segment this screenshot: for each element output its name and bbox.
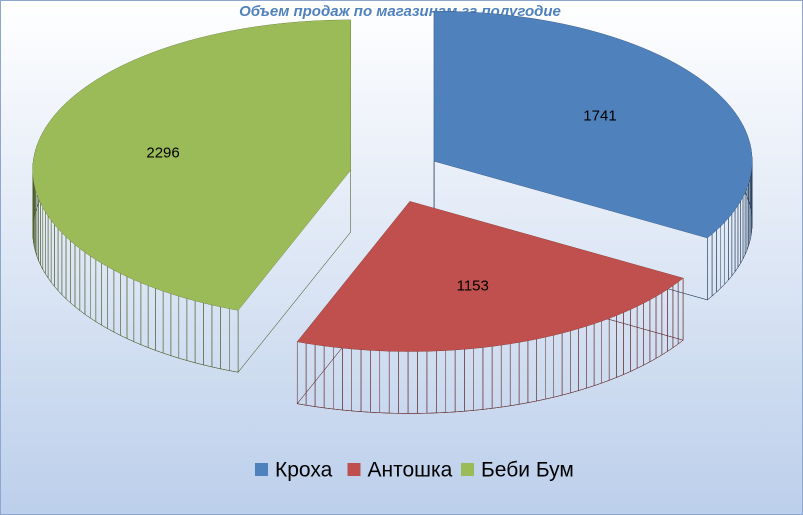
legend-label: Антошка <box>368 459 453 482</box>
data-label: 1741 <box>583 108 616 125</box>
legend-label: Беби Бум <box>481 459 574 482</box>
legend: Кроха Антошка Беби Бум <box>255 459 574 482</box>
pie-slice <box>297 201 684 352</box>
legend-swatch <box>255 463 268 476</box>
data-label: 1153 <box>457 277 489 294</box>
legend-swatch <box>461 463 474 476</box>
pie-slice <box>434 11 753 238</box>
data-label: 2296 <box>146 145 179 162</box>
plot-area: 1741 2296 1153 <box>32 10 753 414</box>
legend-label: Кроха <box>275 459 333 482</box>
pie-slice <box>32 19 351 311</box>
legend-swatch <box>347 463 361 476</box>
